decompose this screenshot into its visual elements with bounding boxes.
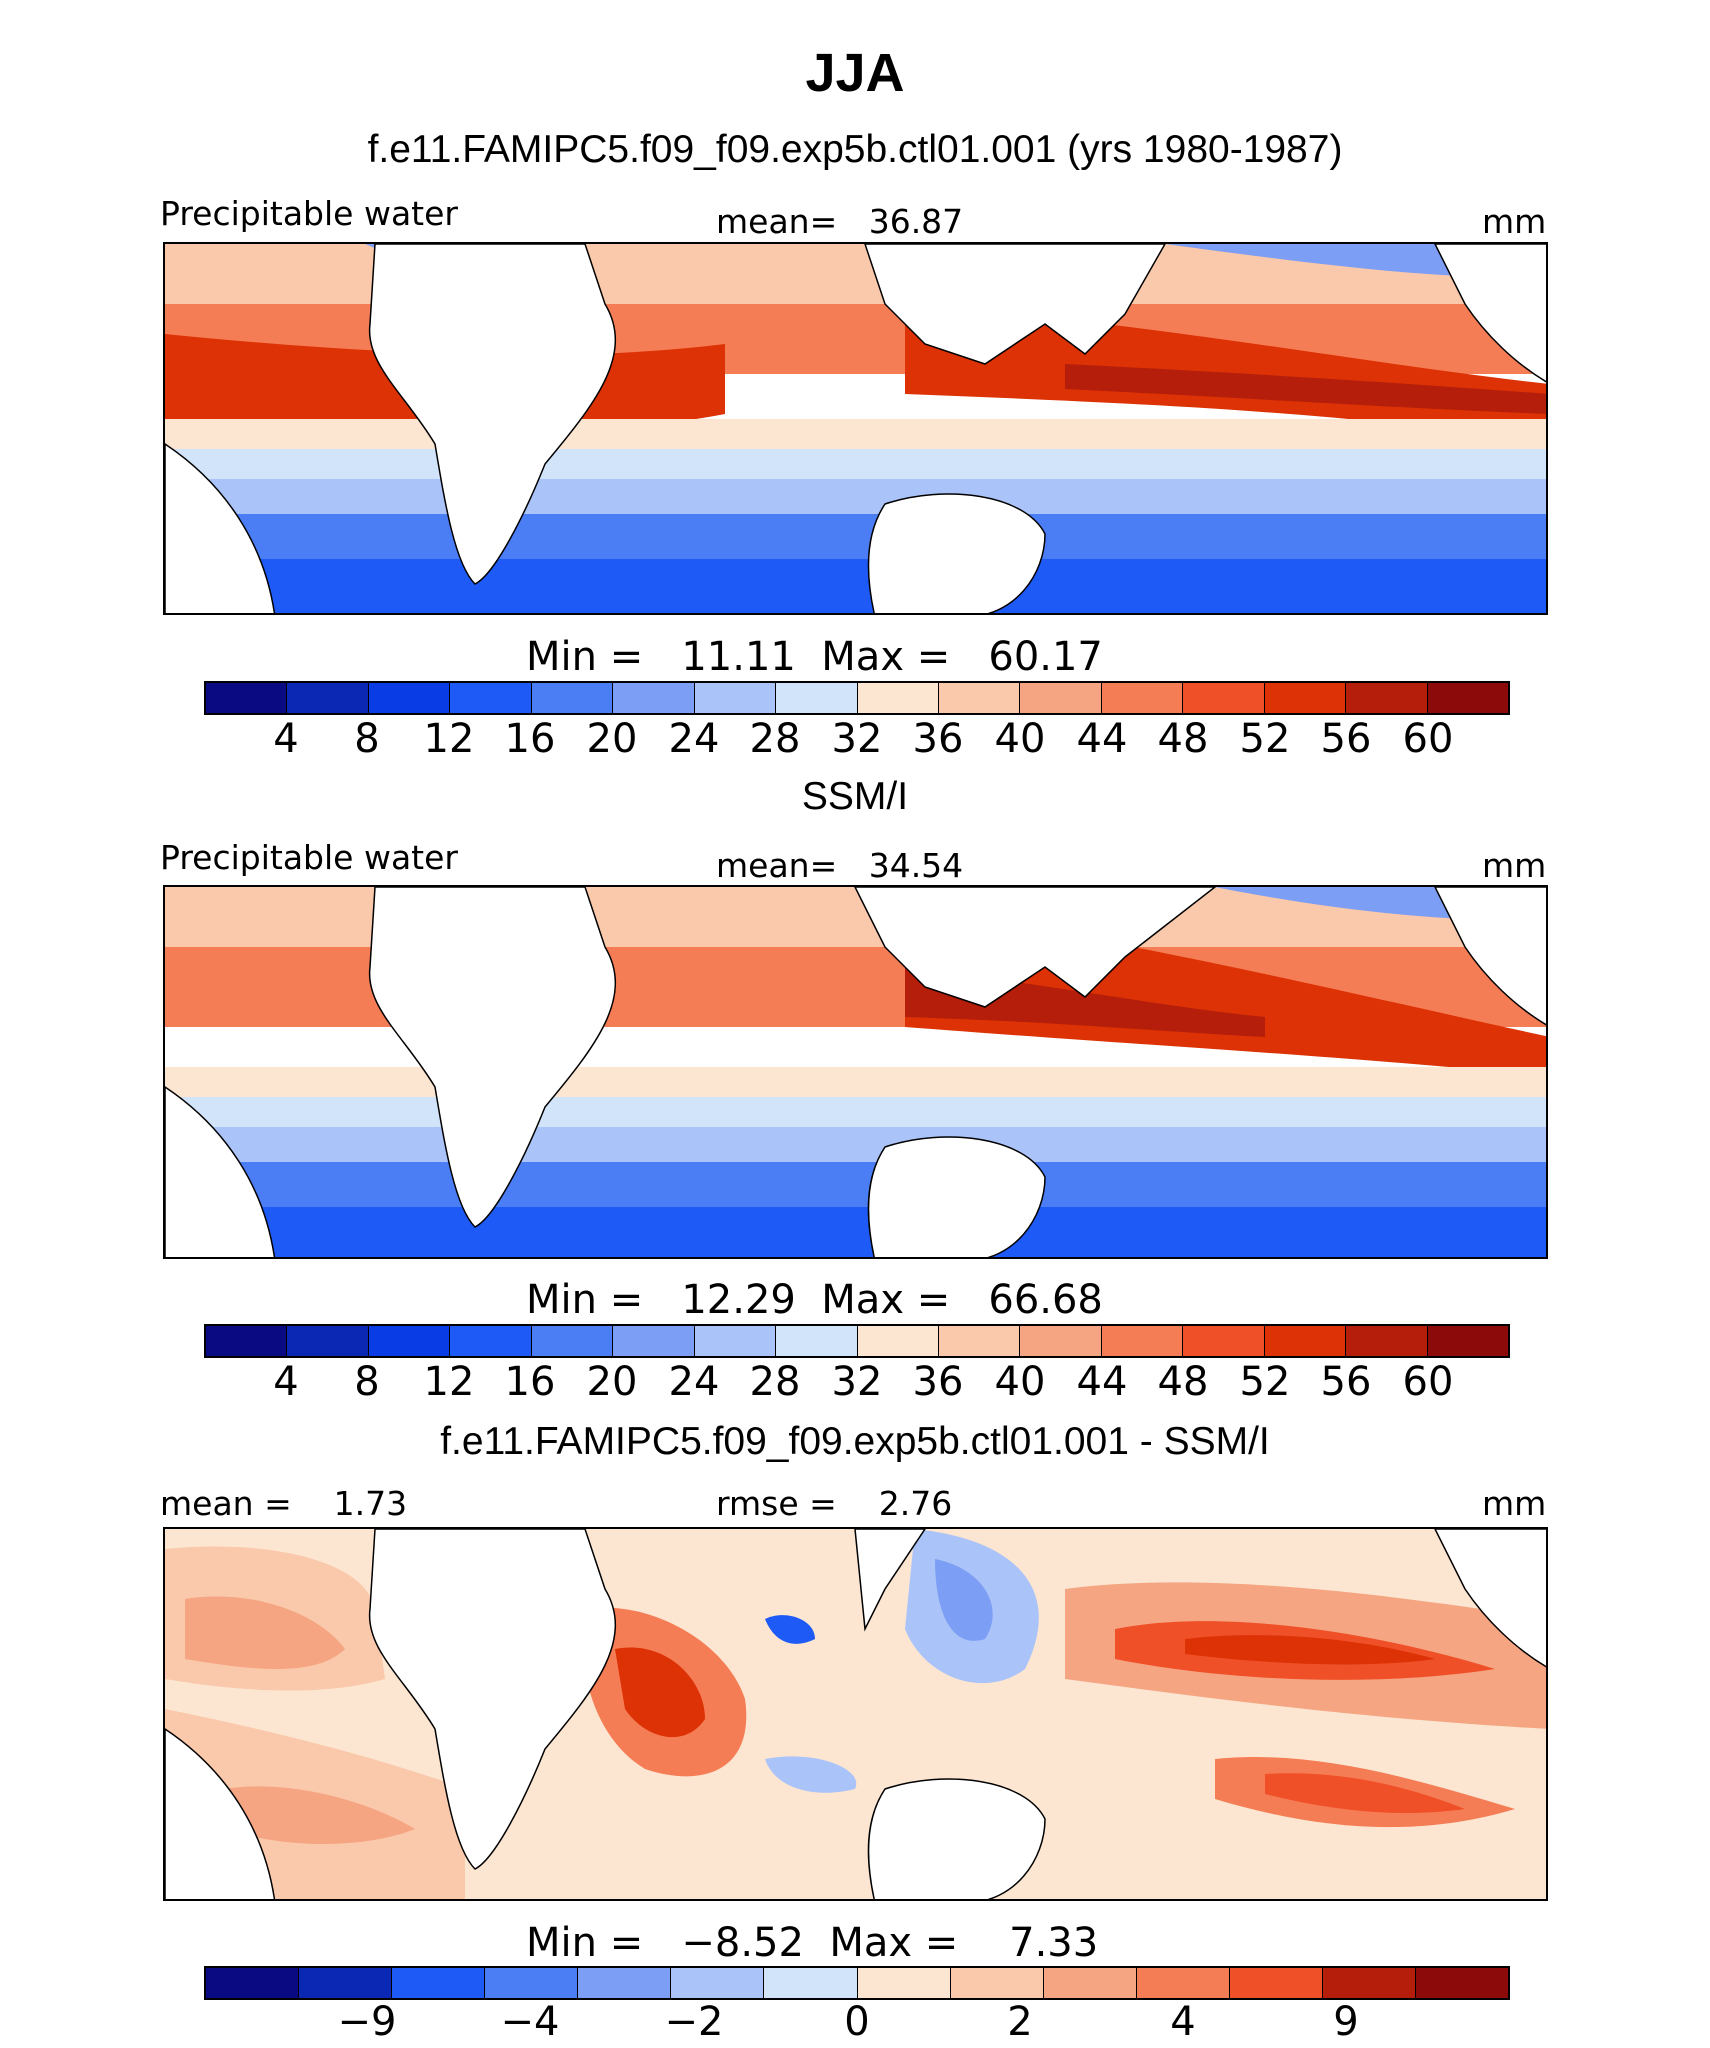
panel-3-colorbar <box>204 1966 1510 2000</box>
cbar-tick: 32 <box>831 1359 883 1405</box>
panel-1-colorbar-ticks: 4 8 12 16 20 24 28 32 36 40 44 48 52 56 … <box>0 716 1710 766</box>
cbar-tick: 12 <box>423 716 475 762</box>
cbar-tick: 32 <box>831 716 883 762</box>
cbar-tick: 8 <box>354 716 380 762</box>
cbar-tick: 52 <box>1239 716 1291 762</box>
cbar-tick: 16 <box>504 716 556 762</box>
cbar-tick: 56 <box>1320 716 1372 762</box>
panel-1-minmax: Min = 11.11 Max = 60.17 <box>526 634 1103 680</box>
panel-1-mean-label: mean= 36.87 <box>716 202 964 241</box>
cbar-tick: 12 <box>423 1359 475 1405</box>
panel-3-colorbar-ticks: −9 −4 −2 0 2 4 9 <box>0 1999 1710 2047</box>
cbar-tick: 60 <box>1402 716 1454 762</box>
cbar-tick: 60 <box>1402 1359 1454 1405</box>
main-title: JJA <box>805 43 905 103</box>
cbar-tick: 44 <box>1076 716 1128 762</box>
panel-2-minmax: Min = 12.29 Max = 66.68 <box>526 1277 1103 1323</box>
panel-2-colorbar <box>204 1324 1510 1358</box>
cbar-tick: 4 <box>273 716 299 762</box>
panel-2-title: SSM/I <box>801 775 909 818</box>
panel-1-map-svg <box>165 244 1546 613</box>
cbar-tick: 28 <box>749 1359 801 1405</box>
panel-1-title: f.e11.FAMIPC5.f09_f09.exp5b.ctl01.001 (y… <box>367 128 1343 171</box>
cbar-tick: −9 <box>337 1999 397 2045</box>
cbar-tick: 40 <box>994 1359 1046 1405</box>
cbar-tick: 0 <box>844 1999 870 2045</box>
panel-2-variable-label: Precipitable water <box>160 838 458 877</box>
panel-3-rmse-label: rmse = 2.76 <box>716 1484 953 1523</box>
cbar-tick: 28 <box>749 716 801 762</box>
cbar-tick: 24 <box>668 1359 720 1405</box>
panel-1-units-label: mm <box>1482 202 1547 241</box>
panel-2-units-label: mm <box>1482 846 1547 885</box>
cbar-tick: 20 <box>586 1359 638 1405</box>
cbar-tick: 9 <box>1333 1999 1359 2045</box>
panel-1-variable-label: Precipitable water <box>160 194 458 233</box>
cbar-tick: 20 <box>586 716 638 762</box>
panel-3-map-svg <box>165 1529 1546 1899</box>
cbar-tick: 36 <box>912 716 964 762</box>
panel-2-map-svg <box>165 887 1546 1257</box>
cbar-tick: 52 <box>1239 1359 1291 1405</box>
panel-3-mean-label: mean = 1.73 <box>160 1484 408 1523</box>
cbar-tick: 4 <box>273 1359 299 1405</box>
panel-2-map <box>163 885 1548 1259</box>
panel-1-map <box>163 242 1548 615</box>
cbar-tick: −4 <box>500 1999 560 2045</box>
panel-2-colorbar-ticks: 4 8 12 16 20 24 28 32 36 40 44 48 52 56 … <box>0 1359 1710 1409</box>
panel-1-colorbar <box>204 681 1510 715</box>
panel-3-minmax: Min = −8.52 Max = 7.33 <box>526 1920 1099 1966</box>
cbar-tick: 56 <box>1320 1359 1372 1405</box>
panel-3-units-label: mm <box>1482 1484 1547 1523</box>
panel-3-map <box>163 1527 1548 1901</box>
panel-3-title: f.e11.FAMIPC5.f09_f09.exp5b.ctl01.001 - … <box>440 1420 1270 1463</box>
cbar-tick: 16 <box>504 1359 556 1405</box>
cbar-tick: 40 <box>994 716 1046 762</box>
panel-2-mean-label: mean= 34.54 <box>716 846 964 885</box>
cbar-tick: 24 <box>668 716 720 762</box>
cbar-tick: 48 <box>1157 716 1209 762</box>
cbar-tick: −2 <box>664 1999 724 2045</box>
cbar-tick: 4 <box>1170 1999 1196 2045</box>
cbar-tick: 44 <box>1076 1359 1128 1405</box>
cbar-tick: 48 <box>1157 1359 1209 1405</box>
cbar-tick: 2 <box>1007 1999 1033 2045</box>
cbar-tick: 36 <box>912 1359 964 1405</box>
cbar-tick: 8 <box>354 1359 380 1405</box>
